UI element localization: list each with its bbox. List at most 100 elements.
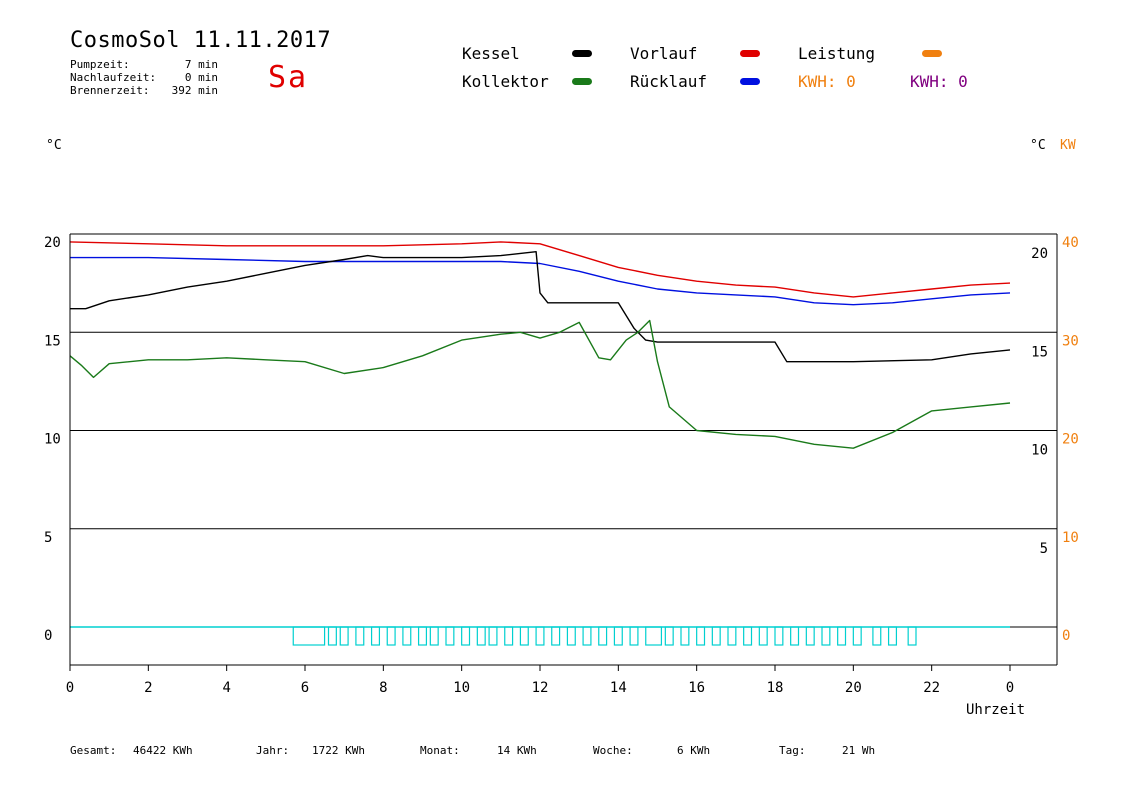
footer-gesamt-label: Gesamt: [70, 744, 117, 757]
pump-interval [429, 626, 439, 646]
pump-interval [907, 626, 917, 646]
x-tick-label: 8 [379, 680, 387, 696]
y-tick-label-kw: 30 [1062, 333, 1079, 349]
pump-interval [582, 626, 592, 646]
legend-kollektor-swatch [572, 78, 592, 85]
legend-vorlauf-label: Vorlauf [630, 44, 698, 63]
left-axis-unit: °C [46, 138, 62, 153]
series-line-kollektor [69, 319, 1011, 449]
stat-nachlaufzeit-value: 0 min [184, 71, 218, 84]
pump-interval [292, 626, 326, 646]
series-line-vorlauf [69, 241, 1011, 298]
footer-tag-label: Tag: [779, 744, 806, 757]
pump-interval [327, 626, 337, 646]
legend-ruecklauf-swatch [740, 78, 760, 85]
pump-interval [727, 626, 737, 646]
pump-interval [613, 626, 623, 646]
pump-interval [445, 626, 455, 646]
footer-jahr-label: Jahr: [256, 744, 290, 757]
y-tick-label-left: 20 [44, 235, 61, 251]
footer-monat-value: 14 KWh [497, 744, 537, 757]
footer-jahr-value: 1722 KWh [312, 744, 365, 757]
pump-interval [805, 626, 815, 646]
y-tick-label-kw: 10 [1062, 530, 1079, 546]
pump-interval [852, 626, 862, 646]
x-axis-label: Uhrzeit [966, 702, 1026, 718]
legend-kessel-label: Kessel [462, 44, 520, 63]
tick-labels: 0 2 4 6 8 10 12 14 16 18 20 22 0 20 15 10 5 0 20 15 10 5 40 30 2… [44, 235, 1079, 696]
x-tick-label: 16 [688, 680, 705, 696]
x-tick-label: 12 [532, 680, 549, 696]
y-tick-label-right: 5 [1040, 541, 1048, 557]
pump-interval [476, 626, 486, 646]
chart-title: CosmoSol 11.11.2017 [70, 28, 332, 53]
stat-brennerzeit-label: Brennerzeit: [70, 84, 150, 97]
pump-interval [645, 626, 663, 646]
x-tick-label: 4 [222, 680, 230, 696]
pump-interval [488, 626, 498, 646]
legend-leistung-swatch [922, 50, 942, 57]
y-tick-label-left: 0 [44, 628, 52, 644]
x-tick-label: 20 [845, 680, 862, 696]
stat-nachlaufzeit-label: Nachlaufzeit: [70, 71, 157, 84]
pump-interval [370, 626, 381, 646]
pump-interval [535, 626, 545, 646]
pump-interval [629, 626, 639, 646]
pump-interval [504, 626, 514, 646]
legend-kwh-orange: KWH: 0 [798, 72, 856, 91]
footer-monat-label: Monat: [420, 744, 460, 757]
x-tick-label: 0 [66, 680, 74, 696]
pump-interval [386, 626, 396, 646]
pump-interval [339, 626, 349, 646]
stat-pumpzeit-value: 7 min [184, 58, 218, 71]
right-axis-unit: °C [1030, 138, 1046, 153]
x-tick-label: 6 [301, 680, 309, 696]
pump-interval [598, 626, 608, 646]
pump-interval [461, 626, 471, 646]
legend-kwh-purple: KWH: 0 [910, 72, 968, 91]
stat-brennerzeit-value: 392 min [171, 84, 218, 97]
stat-pumpzeit-label: Pumpzeit: [70, 58, 130, 71]
pump-interval [355, 626, 365, 646]
y-tick-label-left: 10 [44, 432, 61, 448]
series-line-rcklauf [70, 256, 1011, 306]
right-axis-unit-kw: KW [1060, 138, 1076, 153]
pump-interval [551, 626, 561, 646]
legend-leistung-label: Leistung [798, 44, 876, 63]
footer-tag-value: 21 Wh [842, 744, 876, 757]
x-tick-label: 22 [923, 680, 940, 696]
footer-gesamt-value: 46422 KWh [133, 744, 193, 757]
legend-ruecklauf-label: Rücklauf [630, 72, 708, 91]
y-tick-label-right: 15 [1031, 344, 1048, 360]
footer-woche-label: Woche: [593, 744, 633, 757]
pump-interval [837, 626, 847, 646]
y-tick-label-left: 15 [44, 333, 61, 349]
x-tick-label: 14 [610, 680, 627, 696]
pump-interval [743, 626, 753, 646]
pump-interval [417, 626, 428, 646]
y-tick-label-kw: 20 [1062, 432, 1079, 448]
pump-interval [790, 626, 800, 646]
legend-vorlauf-swatch [740, 50, 760, 57]
y-tick-label-kw: 0 [1062, 628, 1070, 644]
series-line-kessel [70, 250, 1011, 363]
pump-interval [519, 626, 529, 646]
pump-interval [680, 626, 690, 646]
grid-lines [70, 233, 1057, 628]
legend-kollektor-label: Kollektor [462, 72, 549, 91]
footer-woche-value: 6 KWh [677, 744, 711, 757]
pump-interval [774, 626, 784, 646]
x-tick-label: 0 [1006, 680, 1014, 696]
y-tick-label-kw: 40 [1062, 235, 1079, 251]
pump-interval [566, 626, 576, 646]
x-tick-label: 2 [144, 680, 152, 696]
y-tick-label-left: 5 [44, 530, 52, 546]
pump-interval [711, 626, 721, 646]
pump-interval [664, 626, 674, 646]
series-lines [69, 241, 1011, 449]
axes [69, 234, 1058, 671]
pump-activity [70, 626, 1010, 646]
pump-interval [758, 626, 768, 646]
pump-interval [821, 626, 831, 646]
